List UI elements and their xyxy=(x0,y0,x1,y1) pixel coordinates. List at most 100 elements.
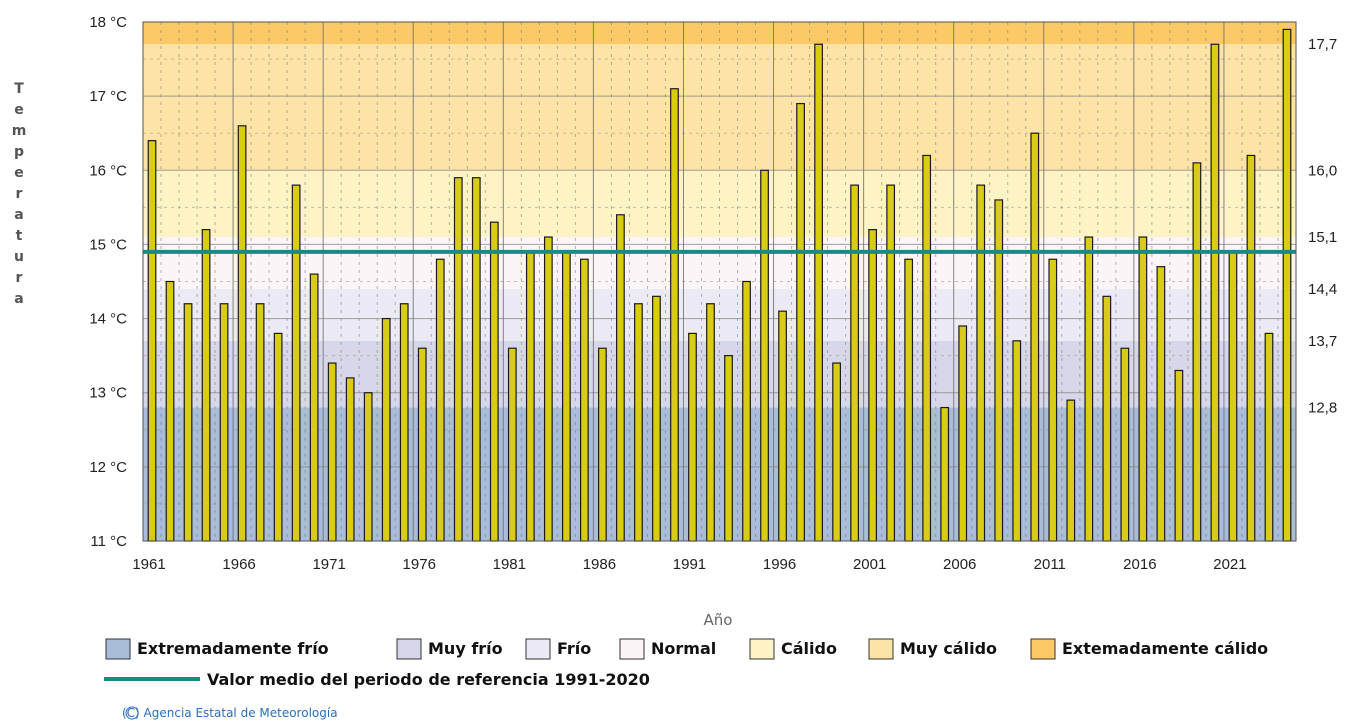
bar-1978 xyxy=(453,177,463,542)
credit: (C) Agencia Estatal de Meteorología xyxy=(122,706,338,720)
bar-1988 xyxy=(634,303,643,542)
bar-1974 xyxy=(381,317,391,542)
bar-2019 xyxy=(1192,162,1202,542)
legend-swatch-0 xyxy=(105,638,131,660)
y-tick-label: 15 °C xyxy=(89,236,127,253)
x-tick-label: 1971 xyxy=(312,556,345,573)
ylabel-letter: e xyxy=(14,102,24,118)
bar-2018 xyxy=(1174,369,1184,542)
x-tick-label: 1986 xyxy=(583,556,616,573)
bar-2023 xyxy=(1264,332,1274,542)
ylabel-letter: r xyxy=(16,270,23,286)
y-tick-label: 18 °C xyxy=(89,14,127,31)
x-tick-label: 1961 xyxy=(132,556,165,573)
bar-2015 xyxy=(1120,347,1130,542)
bar-1982 xyxy=(525,251,535,542)
bar-2016 xyxy=(1138,236,1148,542)
bar-1987 xyxy=(616,214,625,542)
legend-swatch-4 xyxy=(749,638,775,660)
bar-1971 xyxy=(327,362,337,542)
copyright-icon xyxy=(125,706,139,720)
bar-1969 xyxy=(291,184,301,542)
bar-2007 xyxy=(976,184,986,542)
bar-1986 xyxy=(598,347,607,542)
legend-swatch-1 xyxy=(396,638,422,660)
bar-1963 xyxy=(183,303,193,542)
bar-1967 xyxy=(255,303,265,542)
bar-1968 xyxy=(273,332,283,542)
bar-1973 xyxy=(363,392,373,542)
x-tick-label: 2011 xyxy=(1034,556,1066,573)
ylabel-letter: e xyxy=(14,165,24,181)
legend-label-2: Frío xyxy=(557,639,591,658)
legend-swatch-5 xyxy=(868,638,894,660)
bar-1997 xyxy=(796,102,805,542)
bar-2021 xyxy=(1228,251,1238,542)
y-tick-label: 11 °C xyxy=(90,533,127,550)
band-threshold-label: 13,7 xyxy=(1308,333,1337,350)
legend: Extremadamente frío Muy frío Frío Normal Cál… xyxy=(104,638,1268,689)
legend-swatch-3 xyxy=(619,638,645,660)
x-tick-label: 2021 xyxy=(1213,556,1246,573)
bar-1977 xyxy=(435,258,445,542)
bar-2017 xyxy=(1156,266,1166,542)
bar-2005 xyxy=(940,406,950,542)
bar-1992 xyxy=(706,303,715,542)
bar-2022 xyxy=(1246,154,1256,542)
ylabel-letter: t xyxy=(16,228,23,244)
legend-mean-label: Valor medio del periodo de referencia 19… xyxy=(207,670,650,689)
x-axis-label: Año xyxy=(704,611,733,629)
bar-2002 xyxy=(886,184,896,542)
x-tick-label: 2006 xyxy=(943,556,976,573)
bar-2009 xyxy=(1012,340,1022,542)
bar-1975 xyxy=(399,303,409,542)
bar-1989 xyxy=(652,295,661,542)
x-tick-label: 2016 xyxy=(1123,556,1156,573)
legend-label-5: Muy cálido xyxy=(900,639,997,658)
band-threshold-label: 14,4 xyxy=(1308,281,1337,298)
bar-1990 xyxy=(670,88,679,542)
bar-1991 xyxy=(688,332,697,542)
bar-1985 xyxy=(579,258,589,542)
bar-1979 xyxy=(471,177,481,542)
legend-swatch-2 xyxy=(525,638,551,660)
bar-2013 xyxy=(1084,236,1094,542)
bar-1966 xyxy=(237,125,247,542)
x-tick-label: 1966 xyxy=(222,556,255,573)
axes: 11 °C 12 °C 13 °C 14 °C 15 °C 16 °C 17 °C 18 °C… xyxy=(89,14,1337,573)
bar-1993 xyxy=(724,355,733,542)
bar-1983 xyxy=(543,236,553,542)
ylabel-letter: a xyxy=(14,207,23,223)
y-tick-label: 16 °C xyxy=(89,162,127,179)
bar-2006 xyxy=(958,325,968,542)
bar-1965 xyxy=(219,303,229,542)
bar-1962 xyxy=(165,280,175,542)
y-tick-label: 14 °C xyxy=(89,311,127,328)
band-threshold-label: 15,1 xyxy=(1308,229,1337,246)
band-threshold-label: 17,7 xyxy=(1308,36,1337,53)
bar-1970 xyxy=(309,273,319,542)
bar-1964 xyxy=(201,229,211,542)
ylabel-letter: a xyxy=(14,291,23,307)
y-tick-label: 13 °C xyxy=(89,385,127,402)
x-tick-label: 1996 xyxy=(763,556,796,573)
bar-2014 xyxy=(1102,295,1112,542)
ylabel-letter: T xyxy=(14,81,24,97)
bar-1984 xyxy=(561,251,571,542)
bar-2011 xyxy=(1048,258,1058,542)
bar-1999 xyxy=(832,362,841,542)
x-tick-label: 1976 xyxy=(403,556,436,573)
legend-label-1: Muy frío xyxy=(428,639,503,658)
legend-label-6: Extemadamente cálido xyxy=(1062,639,1268,658)
bar-2001 xyxy=(868,229,878,542)
legend-swatch-6 xyxy=(1030,638,1056,660)
ylabel-letter: r xyxy=(16,186,23,202)
bar-1961 xyxy=(147,140,157,542)
bar-1998 xyxy=(814,43,823,542)
bar-1995 xyxy=(760,169,769,542)
band-5 xyxy=(143,44,1296,171)
x-tick-label: 1981 xyxy=(493,556,526,573)
plot-frame xyxy=(142,21,1297,542)
